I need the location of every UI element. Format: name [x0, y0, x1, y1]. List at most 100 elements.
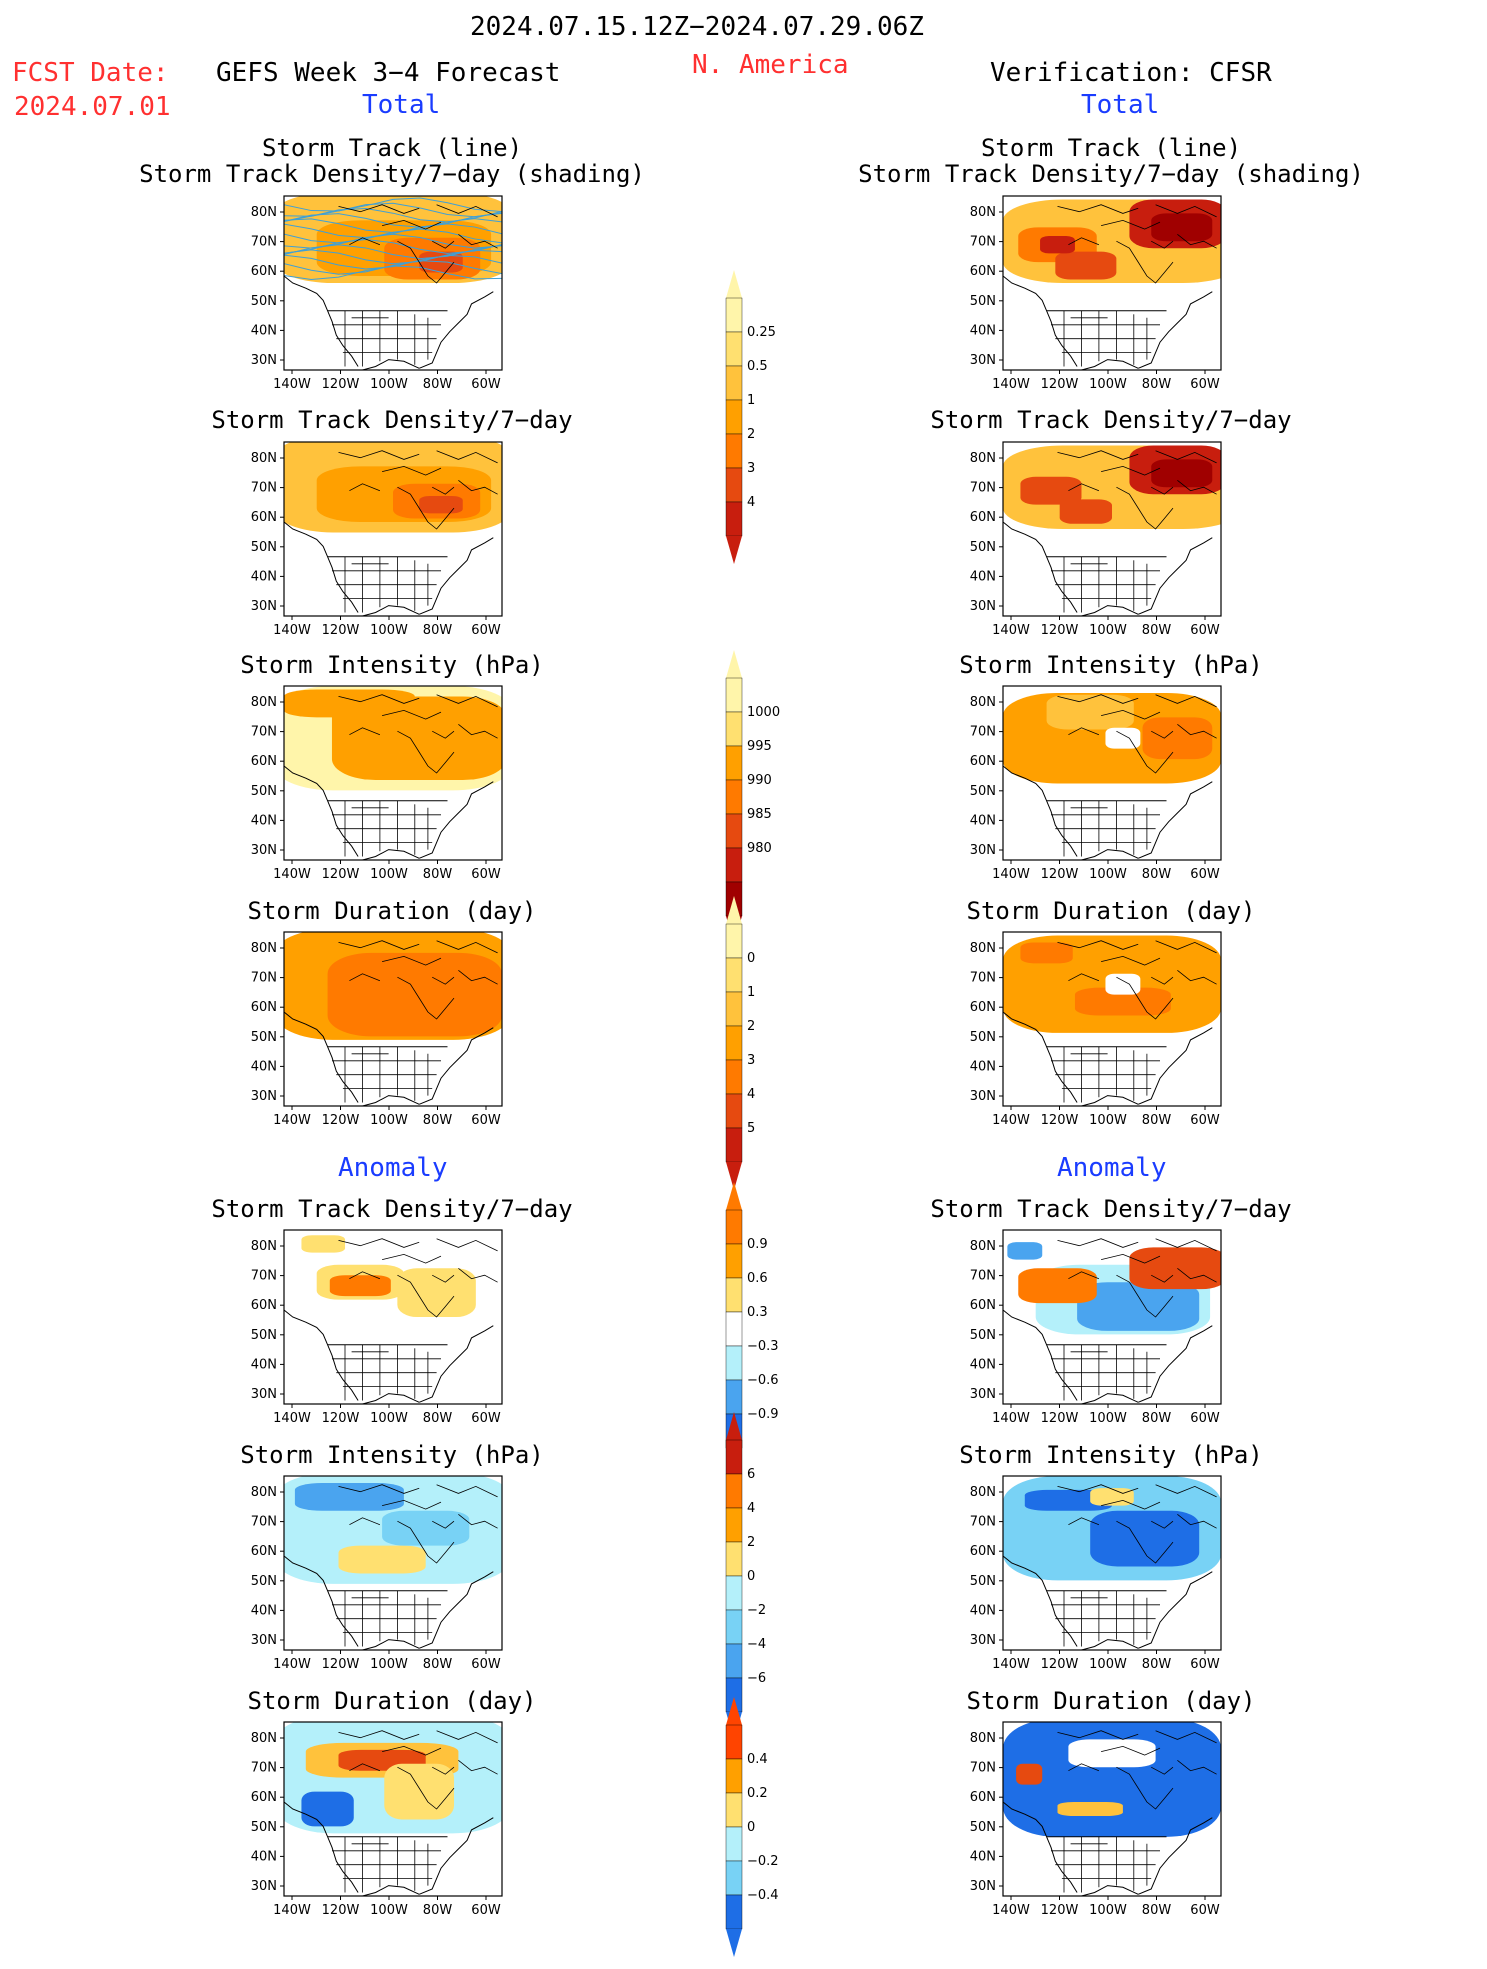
lat-tick-label: 60N: [970, 1544, 996, 1559]
title-cfsr-anom-density: Storm Track Density/7−day: [930, 1195, 1292, 1223]
title-forecast-track-shading: Storm Track Density/7−day (shading): [139, 160, 645, 188]
lon-tick-label: 140W: [992, 623, 1030, 638]
lon-tick-label: 60W: [1190, 377, 1220, 392]
colorbar-label: 0.25: [747, 325, 776, 340]
colorbar-label: 1: [747, 393, 755, 408]
lat-tick-label: 60N: [251, 754, 277, 769]
lat-tick-label: 30N: [251, 353, 277, 368]
map-panel-forecast-anom-duration: 80N 70N 60N 50N 40N 30N 140W 120W 100W 80W 60W: [230, 1686, 510, 1918]
lon-tick-label: 80W: [1142, 1903, 1172, 1918]
colorbar-swatch: [725, 297, 743, 333]
lon-tick-label: 100W: [1089, 1903, 1127, 1918]
map-panel-cfsr-anom-density: 80N 70N 60N 50N 40N 30N 140W 120W 100W 80W 60W: [949, 1194, 1229, 1426]
colorbar-label: 0.5: [747, 359, 768, 374]
lat-tick-label: 40N: [970, 569, 996, 584]
colorbar-label: 6: [747, 1467, 755, 1482]
lat-tick-label: 40N: [970, 1059, 996, 1074]
map-panel-cfsr-track: 80N 70N 60N 50N 40N 30N 140W 120W 100W 80W 60W: [949, 160, 1229, 392]
colorbar-label: −6: [747, 1671, 766, 1686]
lat-tick-label: 40N: [970, 1603, 996, 1618]
shade-region: [1142, 717, 1213, 760]
lat-tick-label: 70N: [970, 1761, 996, 1776]
title-cfsr-anom-duration: Storm Duration (day): [966, 1687, 1256, 1715]
colorbar-label: 0.9: [747, 1237, 768, 1252]
fcst-label: FCST Date:: [12, 58, 169, 88]
shade-region: [397, 1268, 476, 1317]
map-panel-cfsr-intensity: 80N 70N 60N 50N 40N 30N 140W 120W 100W 80W 60W: [949, 650, 1229, 882]
lon-tick-label: 80W: [423, 623, 453, 638]
lat-tick-label: 40N: [251, 813, 277, 828]
lat-tick-label: 80N: [251, 451, 277, 466]
lat-tick-label: 40N: [251, 1357, 277, 1372]
title-cfsr-track-line: Storm Track (line): [980, 134, 1242, 162]
lat-tick-label: 70N: [251, 725, 277, 740]
lon-tick-label: 140W: [273, 623, 311, 638]
shade-region: [1090, 1510, 1200, 1567]
lat-tick-label: 60N: [970, 1298, 996, 1313]
lon-tick-label: 100W: [370, 1657, 408, 1672]
lat-tick-label: 80N: [251, 1239, 277, 1254]
map-panel-cfsr-duration: 80N 70N 60N 50N 40N 30N 140W 120W 100W 80W 60W: [949, 896, 1229, 1128]
total-right: Total: [1081, 90, 1160, 120]
colorbar-intensity: 1000 995 990 985 980: [720, 648, 810, 944]
lat-tick-label: 70N: [970, 971, 996, 986]
lat-tick-label: 80N: [251, 695, 277, 710]
colorbar-label: −0.6: [747, 1373, 779, 1388]
lon-tick-label: 120W: [322, 1113, 360, 1128]
shade-region: [1016, 1763, 1043, 1785]
lon-tick-label: 80W: [1142, 867, 1172, 882]
storm-track-line: [284, 249, 502, 265]
lat-tick-label: 60N: [970, 510, 996, 525]
map-panel-forecast-intensity: 80N 70N 60N 50N 40N 30N 140W 120W 100W 80W 60W: [230, 650, 510, 882]
lon-tick-label: 140W: [992, 1903, 1030, 1918]
colorbar-swatch: [725, 501, 743, 537]
colorbar-swatch: [725, 1792, 743, 1828]
shade-region: [1007, 1242, 1043, 1260]
lon-tick-label: 80W: [423, 867, 453, 882]
lat-tick-label: 60N: [970, 264, 996, 279]
shade-region: [384, 1763, 455, 1820]
lon-tick-label: 120W: [322, 1657, 360, 1672]
lat-tick-label: 30N: [970, 1089, 996, 1104]
shade-region: [1105, 727, 1141, 749]
lon-tick-label: 120W: [1041, 623, 1079, 638]
lon-tick-label: 120W: [1041, 1903, 1079, 1918]
storm-track-line: [284, 228, 502, 244]
map-panel-forecast-duration: 80N 70N 60N 50N 40N 30N 140W 120W 100W 80W 60W: [230, 896, 510, 1128]
lon-tick-label: 120W: [1041, 377, 1079, 392]
lat-tick-label: 60N: [251, 264, 277, 279]
lat-tick-label: 50N: [970, 1574, 996, 1589]
lat-tick-label: 70N: [970, 1269, 996, 1284]
lat-tick-label: 30N: [970, 1387, 996, 1402]
colorbar-swatch: [725, 331, 743, 367]
colorbar-label: 0: [747, 1569, 755, 1584]
lat-tick-label: 70N: [970, 481, 996, 496]
colorbar-swatch: [725, 1541, 743, 1577]
lat-tick-label: 30N: [970, 353, 996, 368]
lon-tick-label: 100W: [1089, 867, 1127, 882]
colorbar-swatch: [725, 1209, 743, 1245]
shade-region: [1055, 251, 1117, 280]
shade-region: [1077, 1282, 1200, 1331]
lat-tick-label: 50N: [970, 784, 996, 799]
colorbar-duration: 0 1 2 3 4 5: [720, 894, 810, 1190]
lat-tick-label: 70N: [251, 971, 277, 986]
lon-tick-label: 80W: [1142, 1113, 1172, 1128]
colorbar-swatch: [725, 1025, 743, 1061]
lon-tick-label: 140W: [992, 867, 1030, 882]
lon-tick-label: 60W: [471, 1657, 501, 1672]
colorbar-label: 3: [747, 1053, 755, 1068]
storm-track-line: [284, 265, 502, 280]
lon-tick-label: 120W: [1041, 1113, 1079, 1128]
lon-tick-label: 120W: [1041, 1411, 1079, 1426]
title-forecast-intensity: Storm Intensity (hPa): [240, 651, 544, 679]
colorbar-label: −0.4: [747, 1888, 779, 1903]
colorbar-swatch: [725, 1379, 743, 1415]
colorbar-label: −2: [747, 1603, 766, 1618]
shade-region: [331, 696, 502, 780]
shade-region: [301, 1791, 354, 1827]
colorbar-label: 1: [747, 985, 755, 1000]
lat-tick-label: 30N: [970, 1879, 996, 1894]
lon-tick-label: 140W: [992, 1411, 1030, 1426]
lon-tick-label: 120W: [1041, 1657, 1079, 1672]
